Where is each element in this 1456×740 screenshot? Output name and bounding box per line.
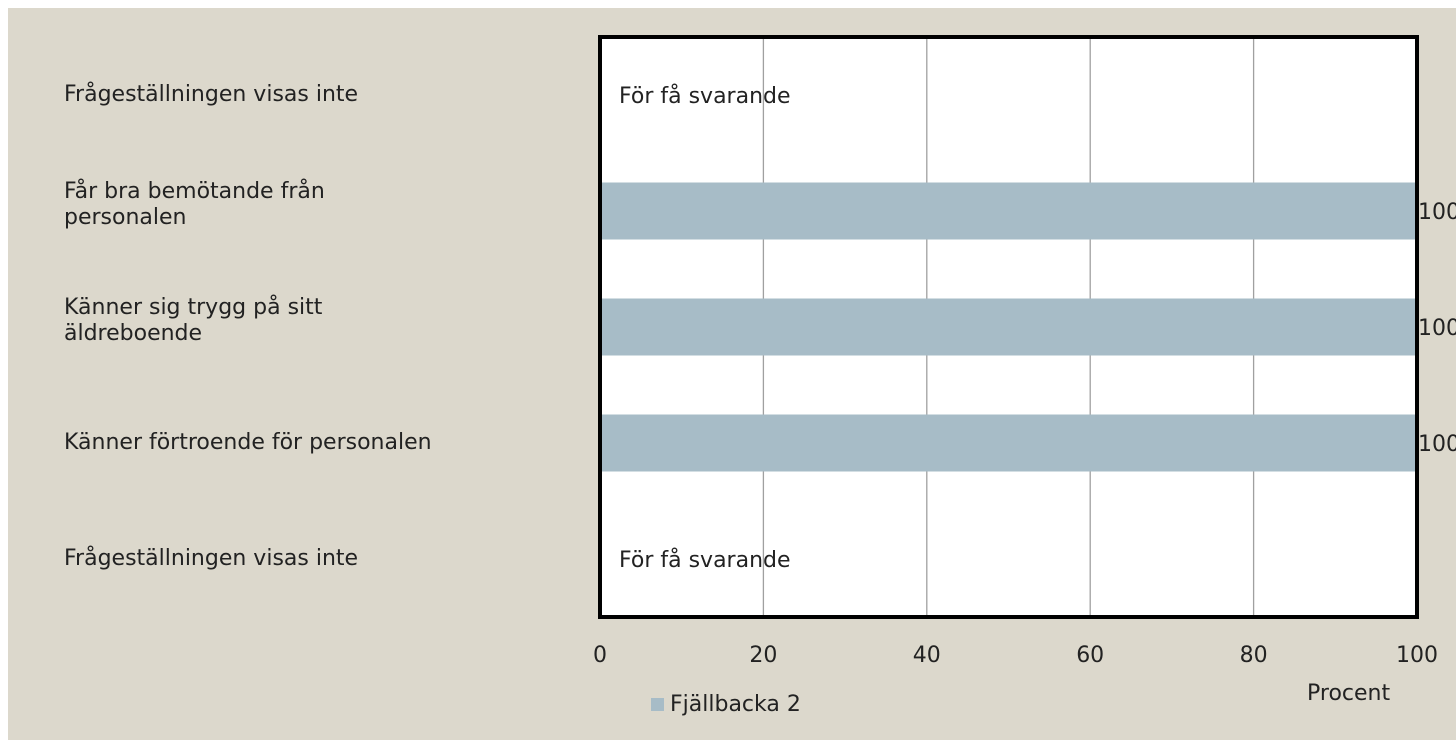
x-tick-label: 20	[749, 643, 777, 668]
x-tick-label: 0	[593, 643, 607, 668]
category-label-5: Frågeställningen visas inte	[64, 546, 359, 571]
legend: Fjällbacka 2	[651, 691, 801, 717]
bar	[600, 298, 1417, 356]
x-tick-label: 40	[913, 643, 941, 668]
category-label-3: Känner sig trygg på sitt äldreboende	[64, 295, 323, 346]
legend-label: Fjällbacka 2	[670, 691, 801, 717]
x-axis-title: Procent	[1307, 681, 1391, 706]
category-label-4: Känner förtroende för personalen	[64, 430, 432, 455]
bar-note: För få svarande	[619, 83, 791, 109]
bar	[600, 182, 1417, 240]
data-label: 100	[1418, 200, 1456, 225]
legend-swatch	[651, 697, 664, 711]
x-tick-label: 100	[1396, 643, 1438, 668]
category-label-1: Frågeställningen visas inte	[64, 82, 359, 107]
x-tick-label: 80	[1240, 643, 1268, 668]
plot-border	[598, 35, 1419, 619]
data-label: 100	[1418, 316, 1456, 341]
data-label: 100	[1418, 432, 1456, 457]
bar	[600, 414, 1417, 472]
category-label-2: Får bra bemötande från personalen	[64, 179, 325, 230]
bar-note: För få svarande	[619, 547, 791, 573]
x-tick-label: 60	[1076, 643, 1104, 668]
